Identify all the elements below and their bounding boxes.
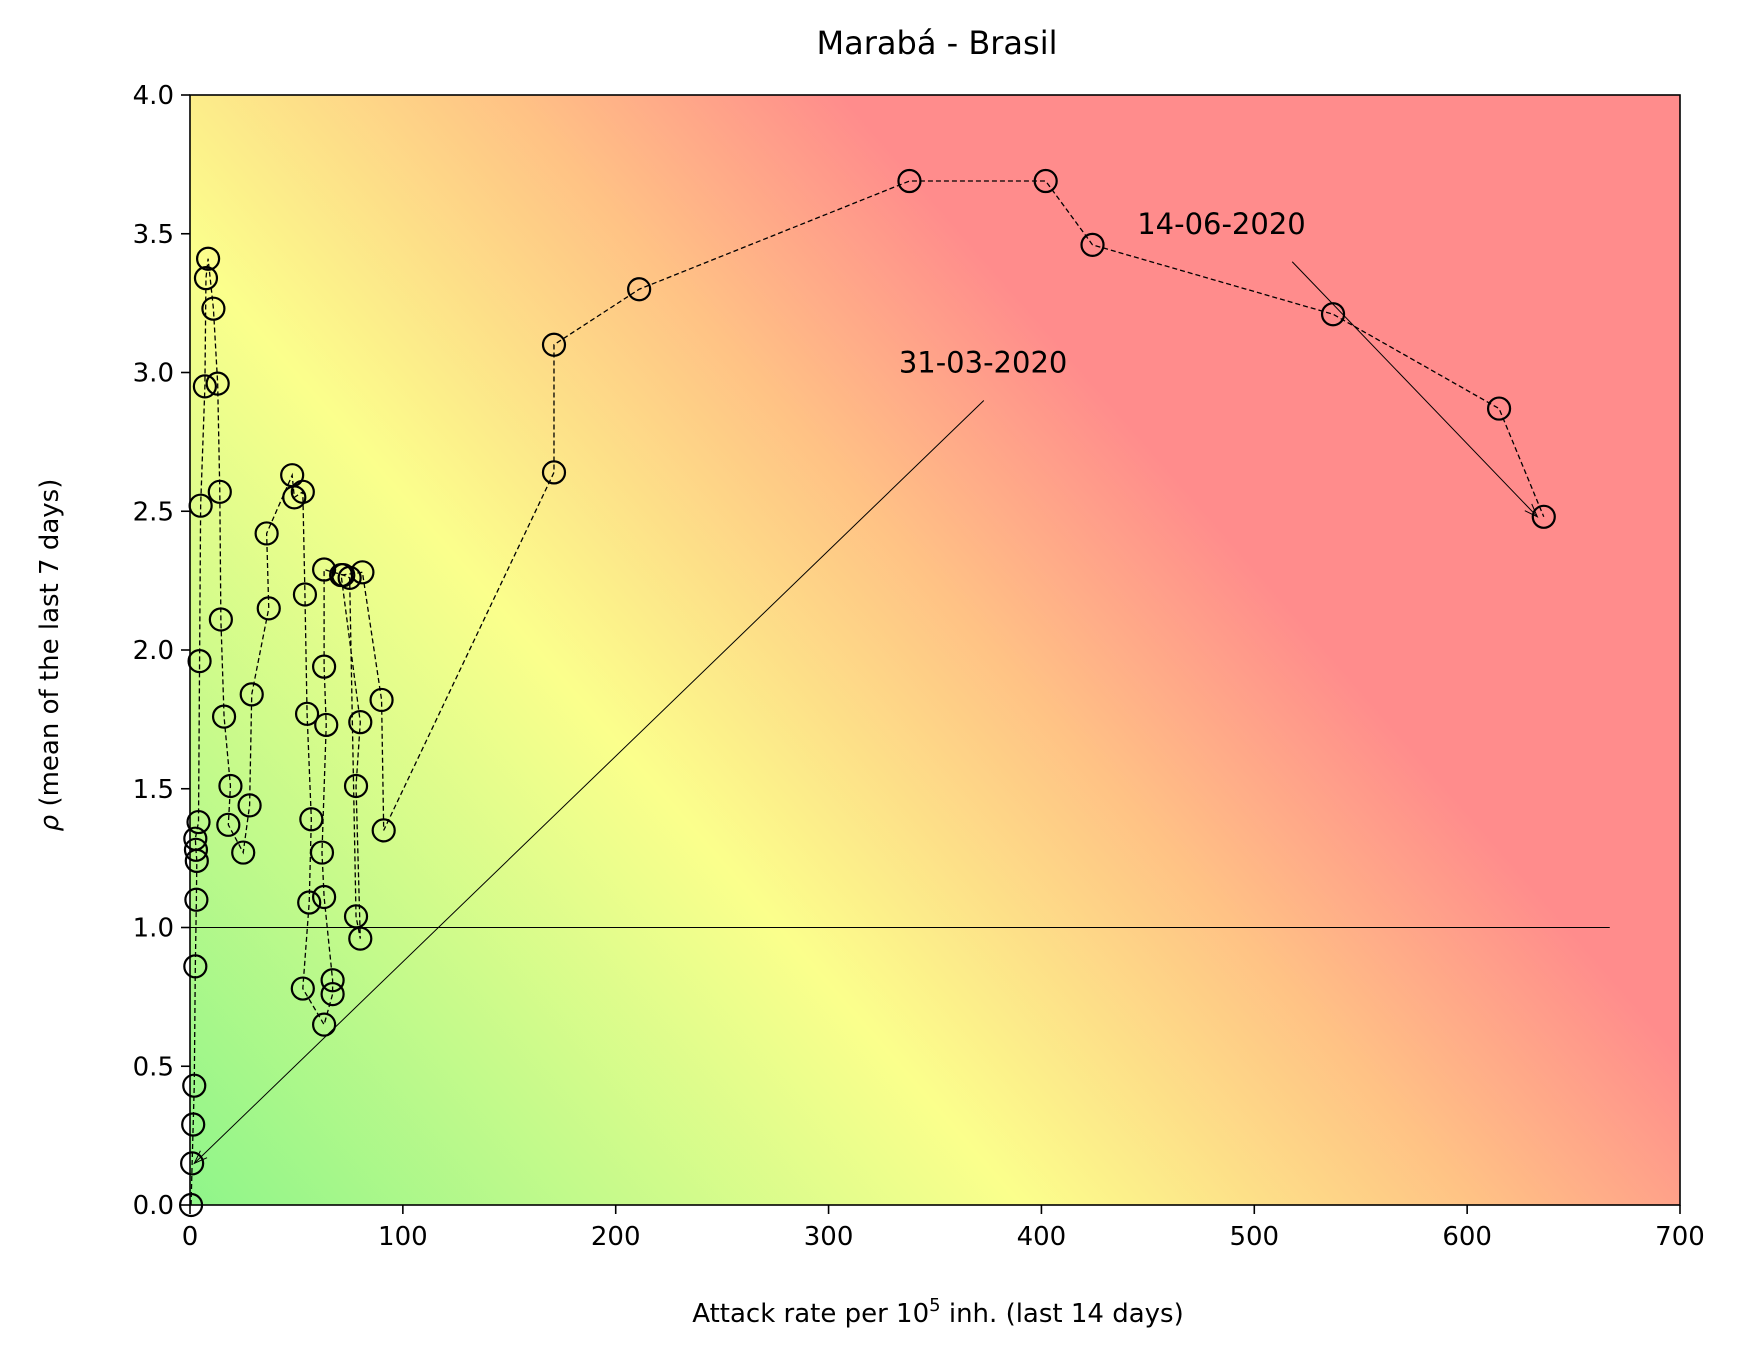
data-point [320,981,345,1007]
annotation-arrow-head [1524,503,1539,518]
data-point [312,654,337,679]
x-tick-label: 700 [1655,1222,1705,1252]
x-axis-label: Attack rate per 105 inh. (last 14 days) [692,1295,1183,1329]
data-point [184,887,209,912]
data-point [195,246,221,271]
data-point [897,168,922,194]
data-point [350,560,375,585]
data-point [297,890,322,915]
y-axis-label-rest: (mean of the last 7 days) [35,479,65,815]
data-point [239,682,264,707]
data-point [183,954,208,979]
data-point [1486,396,1512,421]
data-point [216,812,241,837]
y-tick-label: 0.5 [133,1052,174,1082]
y-axis-label: ρ (mean of the last 7 days) [35,479,65,832]
data-point [207,479,232,504]
data-point [627,277,652,302]
y-tick-label: 1.5 [133,775,174,805]
data-point [256,596,281,621]
series-line [190,180,1545,1206]
data-point [290,976,315,1001]
data-point [292,582,318,607]
data-point [1033,168,1058,194]
y-tick-label: 3.5 [133,220,174,250]
data-point [299,807,324,832]
x-axis-ticks: 0 100 200 300 400 500 600 700 [182,1205,1705,1252]
annotation-label: 31-03-2020 [899,346,1068,380]
data-point [183,837,209,862]
x-tick-label: 300 [804,1222,854,1252]
x-tick-label: 0 [182,1222,199,1252]
data-point [205,371,230,396]
data-point [201,296,226,321]
data-point [541,332,567,357]
y-tick-label: 3.0 [133,359,174,389]
x-tick-label: 400 [1017,1222,1067,1252]
data-point [218,773,243,799]
data-point [1320,302,1346,327]
data-point [312,1012,337,1037]
data-point [180,1151,205,1176]
data-point [208,607,233,632]
data-point [211,704,237,729]
data-point [192,374,217,399]
y-tick-label: 0.0 [133,1191,174,1221]
data-point [348,926,373,951]
data-point [237,793,262,818]
series-points [178,168,1556,1218]
data-point [312,884,337,910]
y-axis-label-rho: ρ [35,814,65,831]
data-point [181,1112,206,1137]
data-point [254,521,279,546]
y-tick-label: 4.0 [133,81,174,111]
chart-title: Marabá - Brasil [817,24,1058,62]
y-tick-label: 2.5 [133,497,174,527]
y-tick-label: 2.0 [133,636,174,666]
data-point [348,710,373,735]
data-point [312,557,337,582]
data-point [183,826,208,851]
x-tick-label: 200 [591,1222,641,1252]
data-point [314,712,339,738]
annotation-label: 14-06-2020 [1137,207,1306,241]
data-point [193,266,219,291]
x-axis-label-tail: inh. (last 14 days) [941,1299,1184,1329]
y-tick-label: 1.0 [133,914,174,944]
data-point [369,687,394,713]
data-point [186,809,211,835]
data-point [290,479,315,504]
x-axis-label-sup: 5 [929,1295,940,1316]
y-axis-ticks: 0.0 0.5 1.0 1.5 2.0 2.5 3.0 3.5 4.0 [133,81,190,1221]
data-point [1531,504,1556,529]
data-point [1080,232,1105,257]
x-axis-label-main: Attack rate per 10 [692,1299,929,1329]
data-point [187,648,212,674]
plot-background [190,95,1680,1205]
annotation-labels: 31-03-2020 14-06-2020 [899,207,1306,380]
data-point [231,840,256,865]
data-point [309,840,335,865]
data-point [182,1073,207,1098]
x-tick-label: 500 [1229,1222,1279,1252]
x-tick-label: 100 [378,1222,428,1252]
x-tick-label: 600 [1442,1222,1492,1252]
data-point [320,968,345,993]
data-point [541,460,567,485]
data-point [371,818,396,843]
data-point [343,773,369,799]
data-point [294,701,320,726]
